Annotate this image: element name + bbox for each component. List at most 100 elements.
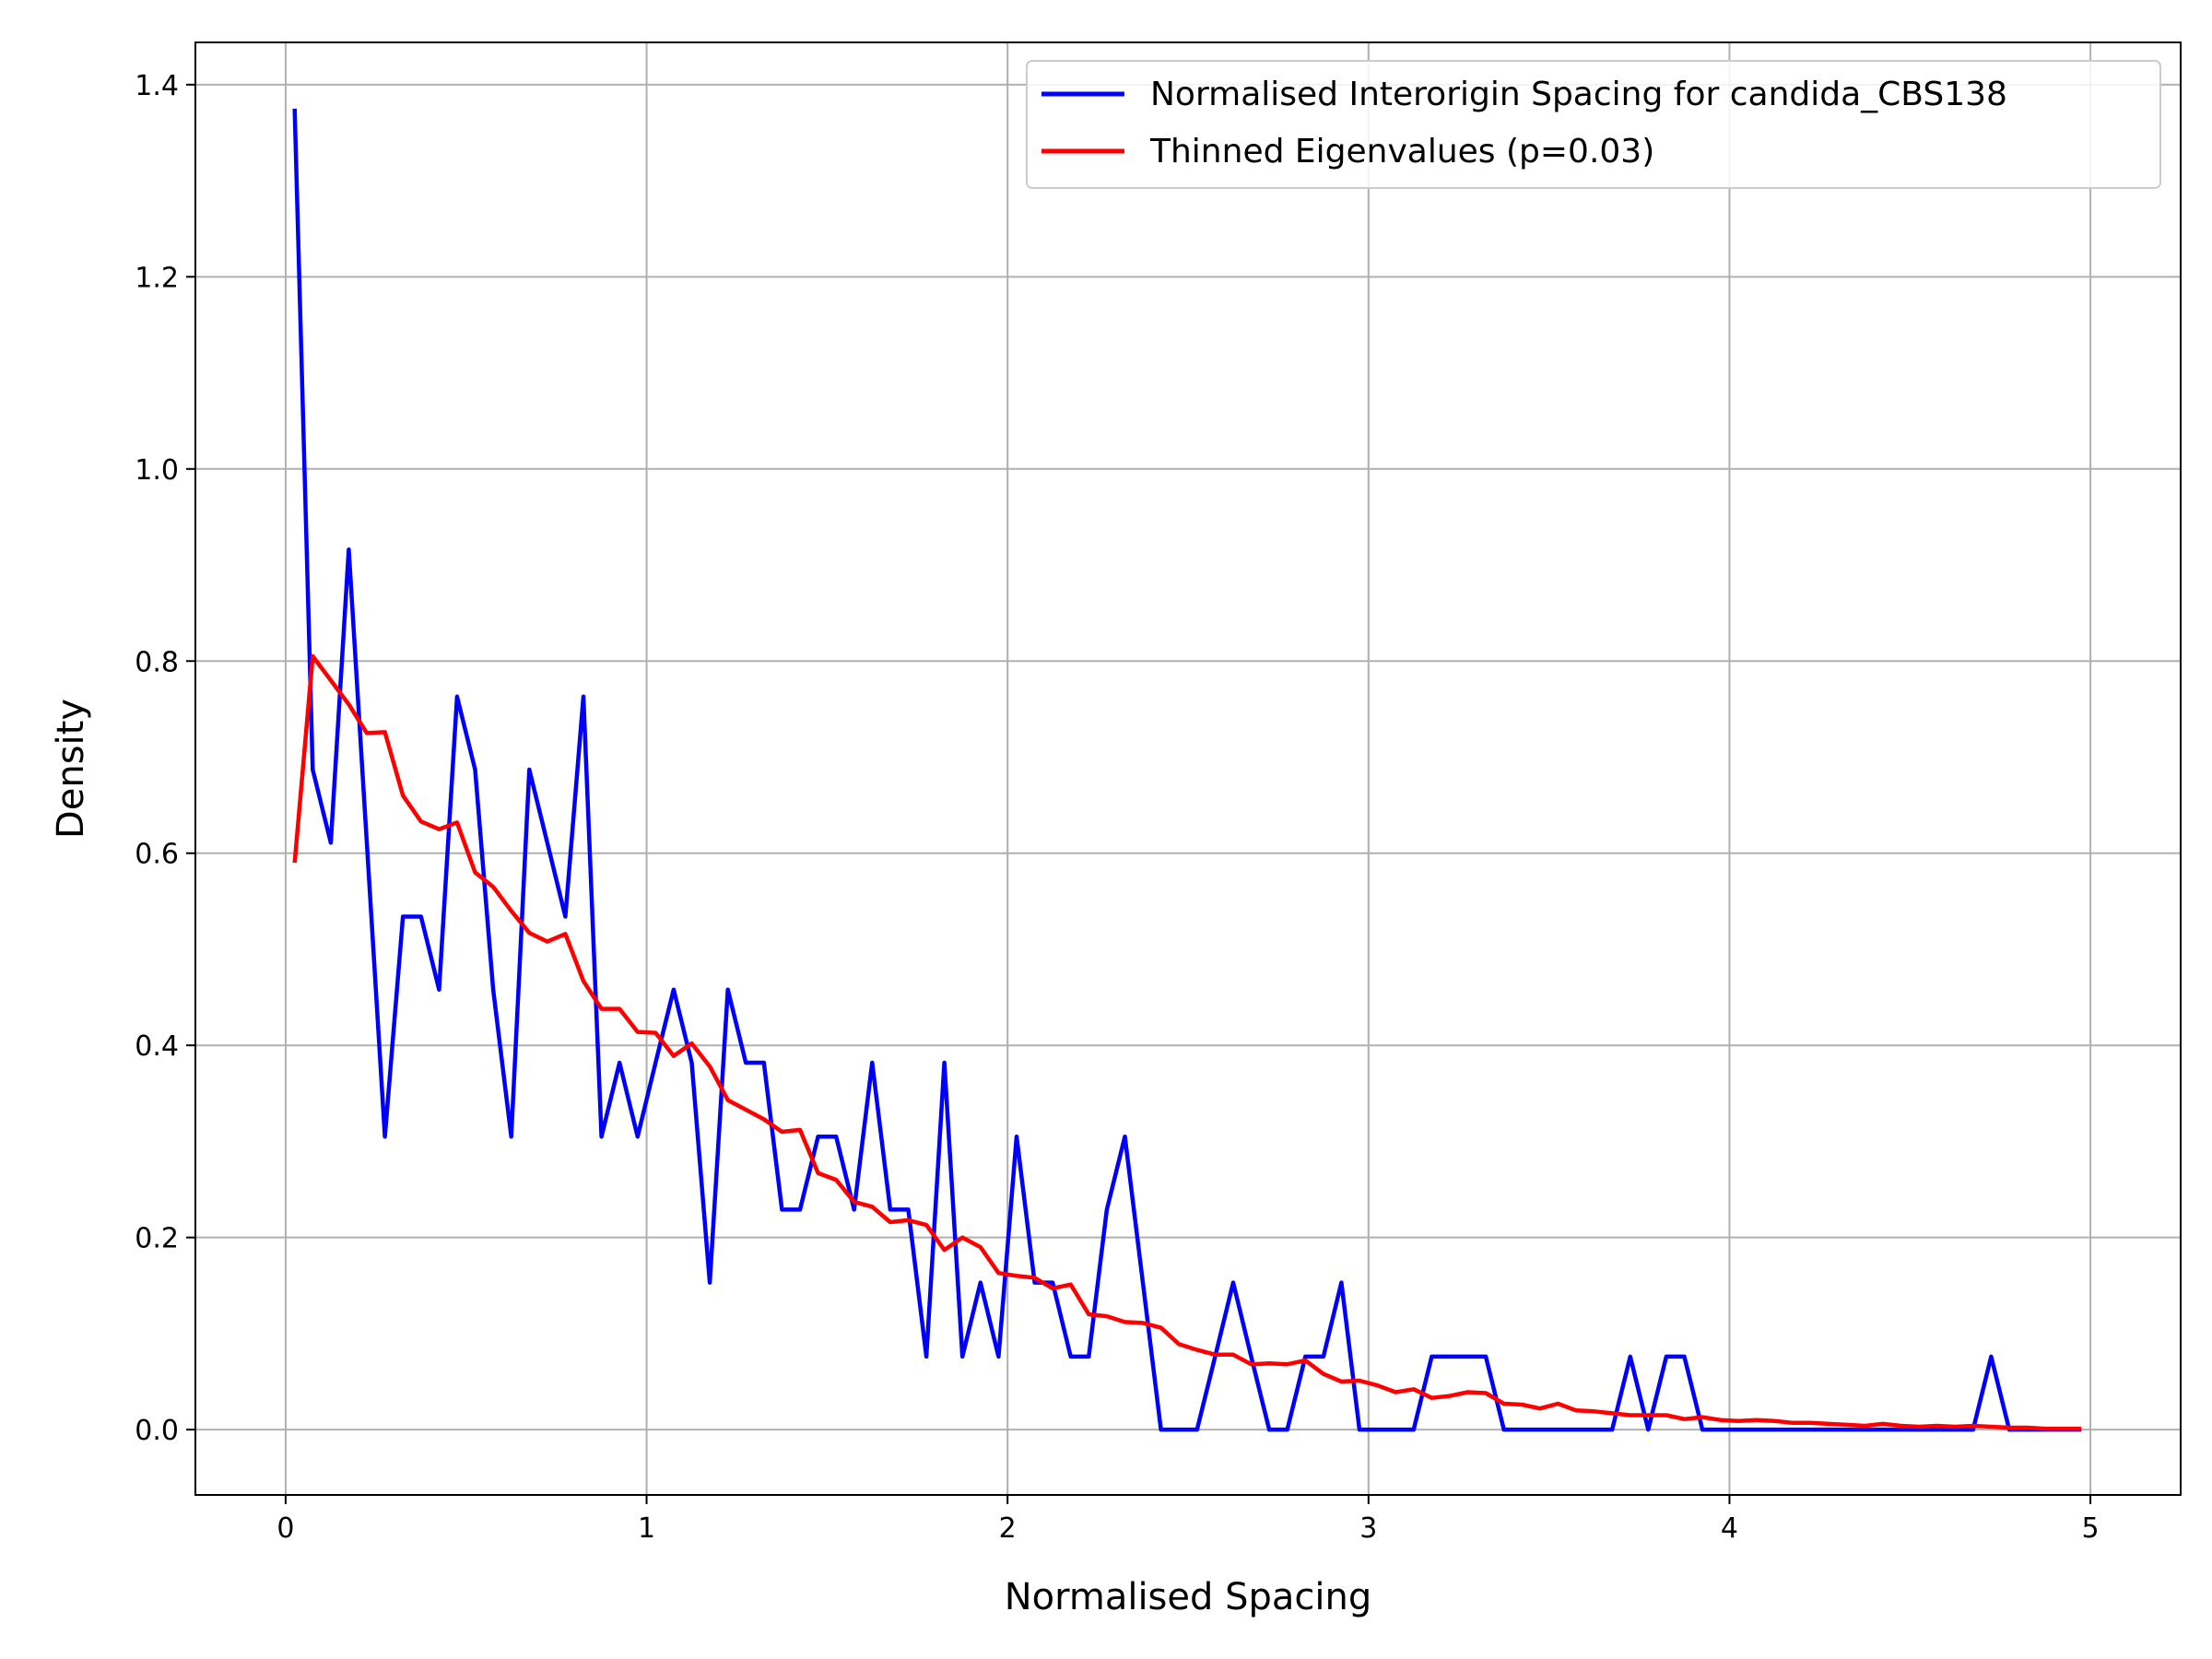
data-point-series-1 <box>1448 1355 1451 1358</box>
data-point-series-2 <box>546 940 548 943</box>
data-point-series-2 <box>1159 1326 1162 1329</box>
data-point-series-2 <box>2080 1428 2083 1430</box>
y-tick-label: 0.2 <box>135 1223 179 1255</box>
data-point-series-2 <box>1593 1410 1595 1413</box>
data-point-series-1 <box>636 1135 639 1138</box>
data-point-series-2 <box>1088 1313 1090 1316</box>
data-point-series-2 <box>835 1179 838 1182</box>
data-point-series-1 <box>1538 1429 1541 1431</box>
data-point-series-2 <box>853 1201 855 1204</box>
data-point-series-2 <box>654 1031 657 1034</box>
data-point-series-2 <box>781 1131 783 1134</box>
data-point-series-2 <box>1792 1421 1794 1424</box>
data-point-series-2 <box>618 1007 621 1010</box>
data-point-series-1 <box>528 769 531 771</box>
data-point-series-1 <box>564 915 567 918</box>
data-point-series-1 <box>1737 1429 1740 1431</box>
data-point-series-2 <box>383 731 386 734</box>
y-tick-label: 1.4 <box>135 70 179 102</box>
data-point-series-1 <box>1322 1355 1324 1358</box>
data-point-series-1 <box>582 695 585 698</box>
data-point-series-2 <box>1304 1359 1307 1362</box>
data-point-series-2 <box>1448 1394 1451 1397</box>
x-tick-label: 3 <box>1359 1512 1377 1545</box>
data-point-series-1 <box>943 1062 946 1065</box>
data-point-series-2 <box>455 821 458 824</box>
data-point-series-1 <box>383 1135 386 1138</box>
data-point-series-1 <box>1268 1429 1271 1431</box>
data-point-series-1 <box>546 841 548 844</box>
x-tick-label: 2 <box>999 1512 1017 1545</box>
y-tick-label: 0.4 <box>135 1030 179 1063</box>
data-point-series-1 <box>455 695 458 698</box>
data-point-series-1 <box>835 1135 838 1138</box>
data-point-series-1 <box>1683 1355 1686 1358</box>
data-point-series-2 <box>1665 1414 1667 1417</box>
data-point-series-2 <box>1647 1414 1650 1417</box>
data-point-series-1 <box>817 1135 819 1138</box>
data-point-series-2 <box>1016 1275 1018 1277</box>
data-point-series-1 <box>1142 1281 1145 1284</box>
data-point-series-1 <box>961 1355 964 1358</box>
data-point-series-2 <box>1611 1412 1614 1415</box>
data-point-series-1 <box>1195 1429 1198 1431</box>
data-point-series-1 <box>1124 1135 1126 1138</box>
data-point-series-2 <box>402 794 405 797</box>
legend-label-2: Thinned Eigenvalues (p=0.03) <box>1149 133 1654 171</box>
data-point-series-2 <box>293 862 296 865</box>
data-point-series-2 <box>1178 1343 1181 1346</box>
legend: Normalised Interorigin Spacing for candi… <box>1026 60 2161 189</box>
data-point-series-1 <box>1521 1429 1524 1431</box>
data-point-series-2 <box>1069 1283 1072 1286</box>
data-point-series-2 <box>1359 1380 1361 1382</box>
data-point-series-2 <box>474 871 477 874</box>
data-point-series-1 <box>1376 1429 1379 1431</box>
data-point-series-1 <box>1557 1429 1559 1431</box>
data-point-series-2 <box>871 1206 874 1208</box>
data-point-series-1 <box>1359 1429 1361 1431</box>
y-tick-label: 0.6 <box>135 839 179 871</box>
data-point-series-2 <box>1557 1403 1559 1406</box>
data-point-series-1 <box>762 1062 765 1065</box>
x-tick-label: 5 <box>2082 1512 2100 1545</box>
data-point-series-1 <box>1719 1429 1722 1431</box>
data-point-series-1 <box>799 1208 802 1211</box>
data-point-series-2 <box>2062 1428 2065 1430</box>
data-point-series-2 <box>997 1272 1000 1275</box>
data-point-series-2 <box>1538 1407 1541 1410</box>
data-point-series-1 <box>1105 1208 1108 1211</box>
x-axis-label: Normalised Spacing <box>1005 1576 1372 1618</box>
data-point-series-2 <box>1485 1392 1488 1394</box>
data-point-series-1 <box>419 915 422 918</box>
data-point-series-2 <box>2044 1428 2047 1430</box>
data-point-series-2 <box>1954 1426 1957 1429</box>
data-point-series-1 <box>1611 1429 1614 1431</box>
data-point-series-2 <box>528 932 531 935</box>
data-point-series-2 <box>2008 1427 2011 1430</box>
data-point-series-2 <box>672 1054 675 1057</box>
y-tick-label: 1.2 <box>135 262 179 294</box>
data-point-series-2 <box>1466 1391 1469 1394</box>
data-point-series-1 <box>1629 1355 1631 1358</box>
data-point-series-2 <box>1322 1372 1324 1375</box>
data-point-series-1 <box>1485 1355 1488 1358</box>
data-point-series-1 <box>1033 1281 1036 1284</box>
data-point-series-2 <box>329 679 332 682</box>
data-point-series-2 <box>1936 1425 1938 1428</box>
data-point-series-2 <box>366 732 369 735</box>
data-point-series-1 <box>745 1062 747 1065</box>
data-point-series-1 <box>1016 1135 1018 1138</box>
data-point-series-2 <box>1737 1419 1740 1422</box>
data-point-series-2 <box>961 1236 964 1239</box>
data-point-series-1 <box>1701 1429 1704 1431</box>
data-point-series-1 <box>1304 1355 1307 1358</box>
data-point-series-2 <box>312 655 314 658</box>
data-point-series-1 <box>1647 1429 1650 1431</box>
data-point-series-1 <box>474 769 477 771</box>
data-point-series-1 <box>600 1135 603 1138</box>
data-point-series-1 <box>1593 1429 1595 1431</box>
data-point-series-2 <box>1502 1403 1505 1406</box>
data-point-series-1 <box>1430 1355 1433 1358</box>
data-point-series-1 <box>888 1208 891 1211</box>
data-point-series-1 <box>1665 1355 1667 1358</box>
